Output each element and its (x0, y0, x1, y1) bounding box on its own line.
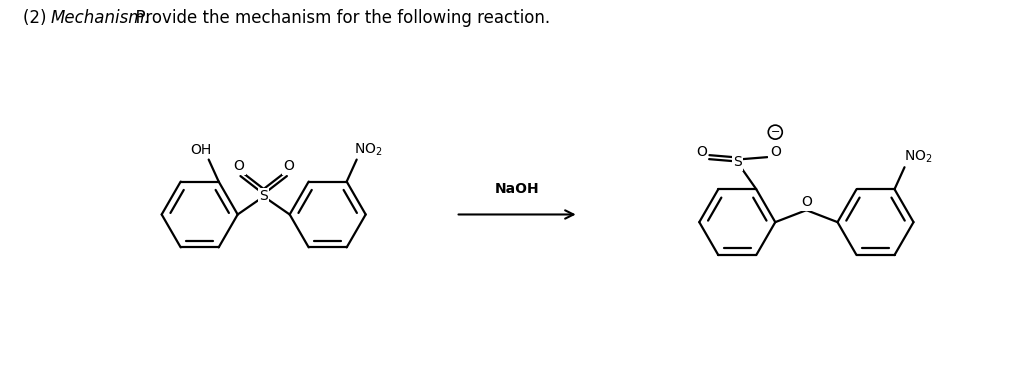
Text: OH: OH (190, 142, 211, 157)
Text: NO$_2$: NO$_2$ (354, 141, 383, 158)
Text: NO$_2$: NO$_2$ (904, 149, 933, 165)
Text: S: S (733, 155, 741, 169)
Text: O: O (233, 159, 244, 173)
Text: O: O (284, 159, 294, 173)
Text: Mechanism.: Mechanism. (50, 9, 151, 27)
Text: NaOH: NaOH (495, 182, 540, 196)
Text: −: − (771, 127, 780, 137)
Text: O: O (770, 145, 780, 159)
Text: S: S (259, 190, 268, 203)
Text: O: O (696, 145, 707, 159)
Text: (2): (2) (23, 9, 51, 27)
Text: O: O (801, 195, 812, 209)
Text: Provide the mechanism for the following reaction.: Provide the mechanism for the following … (125, 9, 550, 27)
